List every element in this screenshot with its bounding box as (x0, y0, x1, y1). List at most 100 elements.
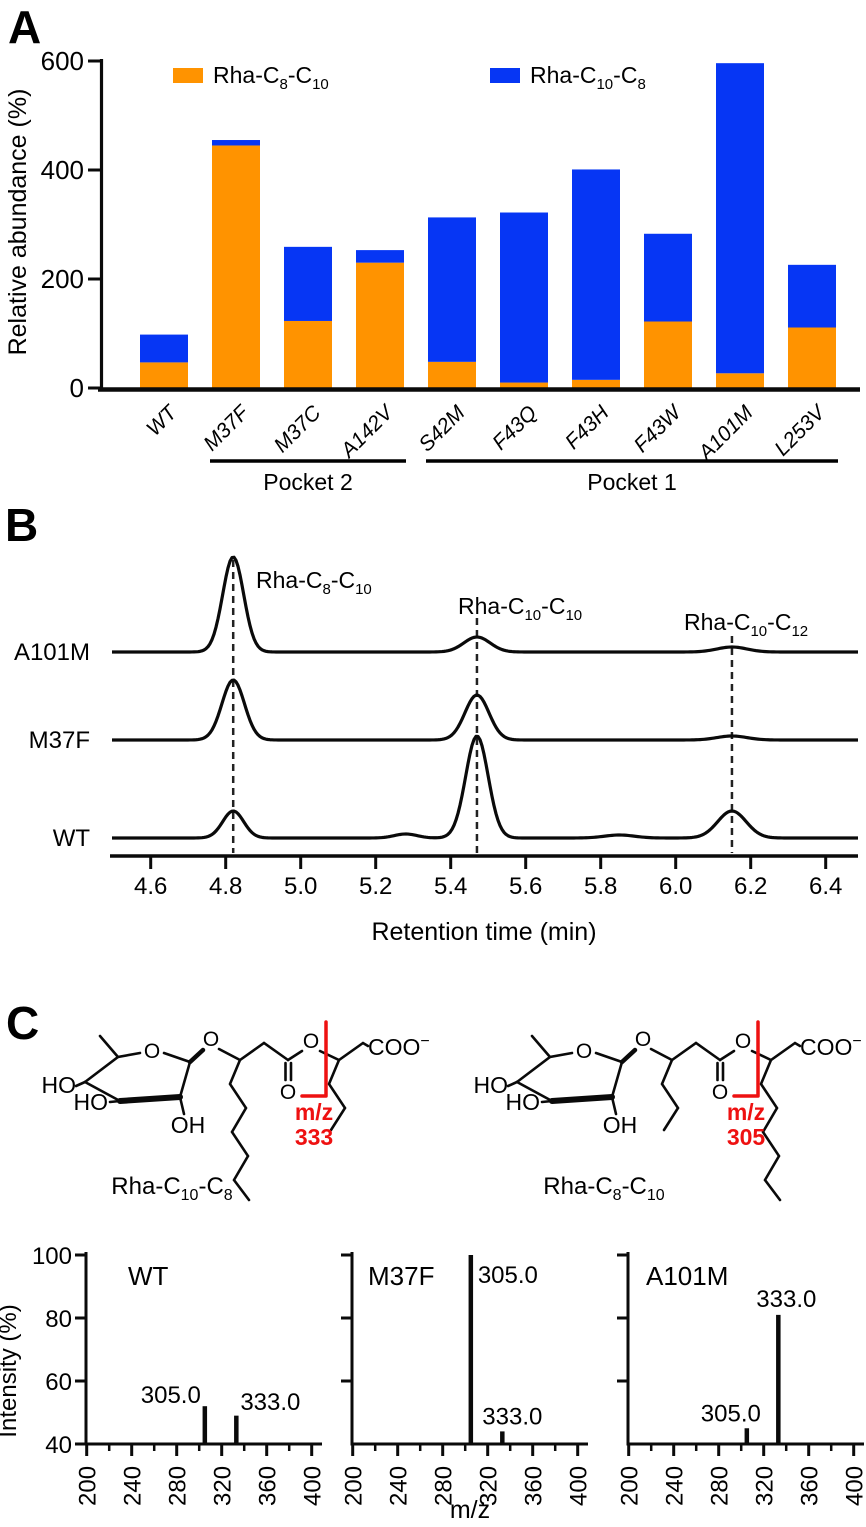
x-tick-label: 6.4 (809, 873, 842, 900)
hydroxyl-label: OH (603, 1112, 638, 1138)
x-tick-label: 280 (165, 1466, 192, 1506)
peak-value-label: 333.0 (240, 1389, 300, 1416)
fragment-mz-label: m/z (727, 1099, 765, 1125)
alkyl-tail-c8 (327, 1058, 347, 1132)
x-tick-label: 240 (386, 1466, 413, 1506)
bar-chart-svg: 0 200 400 600 Relative abundance (%) WT M37F M3… (4, 46, 860, 495)
x-tick-label: 5.2 (359, 873, 392, 900)
y-tick-label: 80 (45, 1306, 72, 1333)
x-tick-label: 280 (431, 1466, 458, 1506)
bar-segment-l253v-blue (788, 264, 836, 328)
fragmentation-bracket-333 (300, 1020, 328, 1098)
alkyl-tail-c8 (660, 1058, 680, 1132)
y-tick-label: 200 (41, 264, 84, 294)
carbonyl-oxygen-label: O (712, 1081, 728, 1104)
legend-swatch (490, 68, 520, 83)
chromatogram-svg: A101M M37F WT Rha-C8-C10 Rha-C10-C10 Rha-C10-… (14, 555, 858, 946)
panel-a-bar-chart: 0 200 400 600 Relative abundance (%) WT M37F M3… (0, 0, 866, 505)
x-axis-title: Retention time (min) (371, 918, 596, 946)
glycosidic-oxygen-label: O (203, 1028, 219, 1051)
carboxylate-label: COO− (800, 1033, 862, 1060)
panel-c-mass-spectra: Intensity (%) 40 60 80 100 200 240 280 320 360 400… (0, 1200, 866, 1527)
panel-c-structures: HO HO OH O O O O COO− m/z 333 Rha-C10-C8… (42, 1020, 862, 1204)
panel-c-letter: C (6, 997, 40, 1049)
x-tick-label: 200 (341, 1466, 368, 1506)
bar-segment-f43w-blue (644, 233, 692, 322)
peak-annotation: Rha-C10-C10 (458, 593, 582, 624)
carbonyl-oxygen-label: O (280, 1081, 296, 1104)
x-tick-label: 6.2 (734, 873, 767, 900)
panel-a-letter: A (8, 1, 42, 53)
x-tick-label: 5.0 (284, 873, 317, 900)
glycosidic-wedge-bond (619, 1047, 638, 1065)
glycosidic-wedge-bond (187, 1047, 206, 1065)
structure-rha-c10-c8 (74, 1034, 370, 1202)
ring-oxygen-label: O (576, 1040, 592, 1063)
hydroxyl-label: OH (171, 1112, 206, 1138)
category-label-m37f: M37F (199, 400, 254, 455)
peak-annotation: Rha-C10-C12 (684, 609, 808, 640)
carbonyl-double-bond (284, 1061, 293, 1082)
bar-segment-s42m-blue (428, 217, 476, 362)
bar-segment-f43h-orange (572, 379, 620, 390)
carboxylate-label: COO− (368, 1033, 430, 1060)
fragment-mz-value: 333 (295, 1124, 333, 1150)
x-tick-label: 360 (255, 1466, 282, 1506)
x-tick-label: 320 (476, 1466, 503, 1506)
group-label: Pocket 2 (263, 469, 353, 495)
fragment-mz-label: m/z (295, 1099, 333, 1125)
bar-segment-wt-orange (140, 362, 188, 390)
x-tick-label: 400 (566, 1466, 593, 1506)
mass-spectra-svg: Intensity (%) 40 60 80 100 200 240 280 320 360 400… (0, 1243, 866, 1524)
x-tick-label: 200 (617, 1466, 644, 1506)
group-label: Pocket 1 (587, 469, 677, 495)
spectrum-label-a101m: A101M (646, 1261, 728, 1291)
bar-segment-f43h-blue (572, 169, 620, 380)
bar-segment-f43q-orange (500, 382, 548, 390)
y-tick-label: 400 (41, 155, 84, 185)
category-label-f43h: F43H (561, 401, 614, 454)
category-label-wt: WT (142, 400, 183, 441)
carbonyl-double-bond (716, 1061, 725, 1082)
x-tick-label: 400 (842, 1466, 866, 1506)
bar-segment-f43q-blue (500, 212, 548, 383)
bar-segment-a101m-blue (716, 63, 764, 374)
legend-swatch (173, 68, 203, 83)
legend-label: Rha-C10-C8 (530, 62, 646, 93)
trace-m37f (112, 678, 858, 742)
ring-bold-edge (549, 1094, 615, 1104)
bar-segment-m37c-blue (284, 246, 332, 321)
bar-segment-wt-blue (140, 334, 188, 363)
y-tick-label: 100 (32, 1243, 72, 1270)
hydroxyl-label: HO (506, 1089, 541, 1115)
ester-oxygen-label: O (303, 1030, 319, 1053)
x-tick-label: 240 (120, 1466, 147, 1506)
ring-oxygen-label: O (144, 1040, 160, 1063)
x-tick-label: 200 (75, 1466, 102, 1506)
y-tick-label: 60 (45, 1369, 72, 1396)
bar-segment-m37f-blue (212, 140, 260, 146)
spectrum-label-m37f: M37F (368, 1261, 434, 1291)
x-tick-label: 400 (300, 1466, 327, 1506)
structure-rha-c8-c10 (506, 1034, 802, 1202)
category-label-m37c: M37C (270, 401, 326, 457)
bar-segment-l253v-orange (788, 327, 836, 390)
bar-segment-m37c-orange (284, 320, 332, 390)
panel-b-letter: B (5, 499, 39, 551)
fragment-mz-value: 305 (727, 1124, 766, 1150)
bar-segment-a101m-orange (716, 373, 764, 390)
y-tick-label: 600 (41, 46, 84, 76)
trace-label-wt: WT (53, 825, 91, 852)
legend-label: Rha-C8-C10 (213, 62, 329, 93)
hydroxyl-label: HO (42, 1072, 77, 1098)
x-tick-label: 320 (752, 1466, 779, 1506)
category-label-f43w: F43W (630, 400, 687, 457)
y-axis-title: Relative abundance (%) (4, 89, 32, 356)
category-label-a142v: A142V (335, 400, 399, 464)
x-tick-label: 4.8 (209, 873, 242, 900)
category-label-a101m: A101M (693, 401, 758, 466)
bar-segment-a142v-blue (356, 250, 404, 263)
peak-value-label: 305.0 (478, 1262, 538, 1289)
peak-value-label: 333.0 (756, 1286, 816, 1313)
bar-segment-s42m-orange (428, 361, 476, 390)
